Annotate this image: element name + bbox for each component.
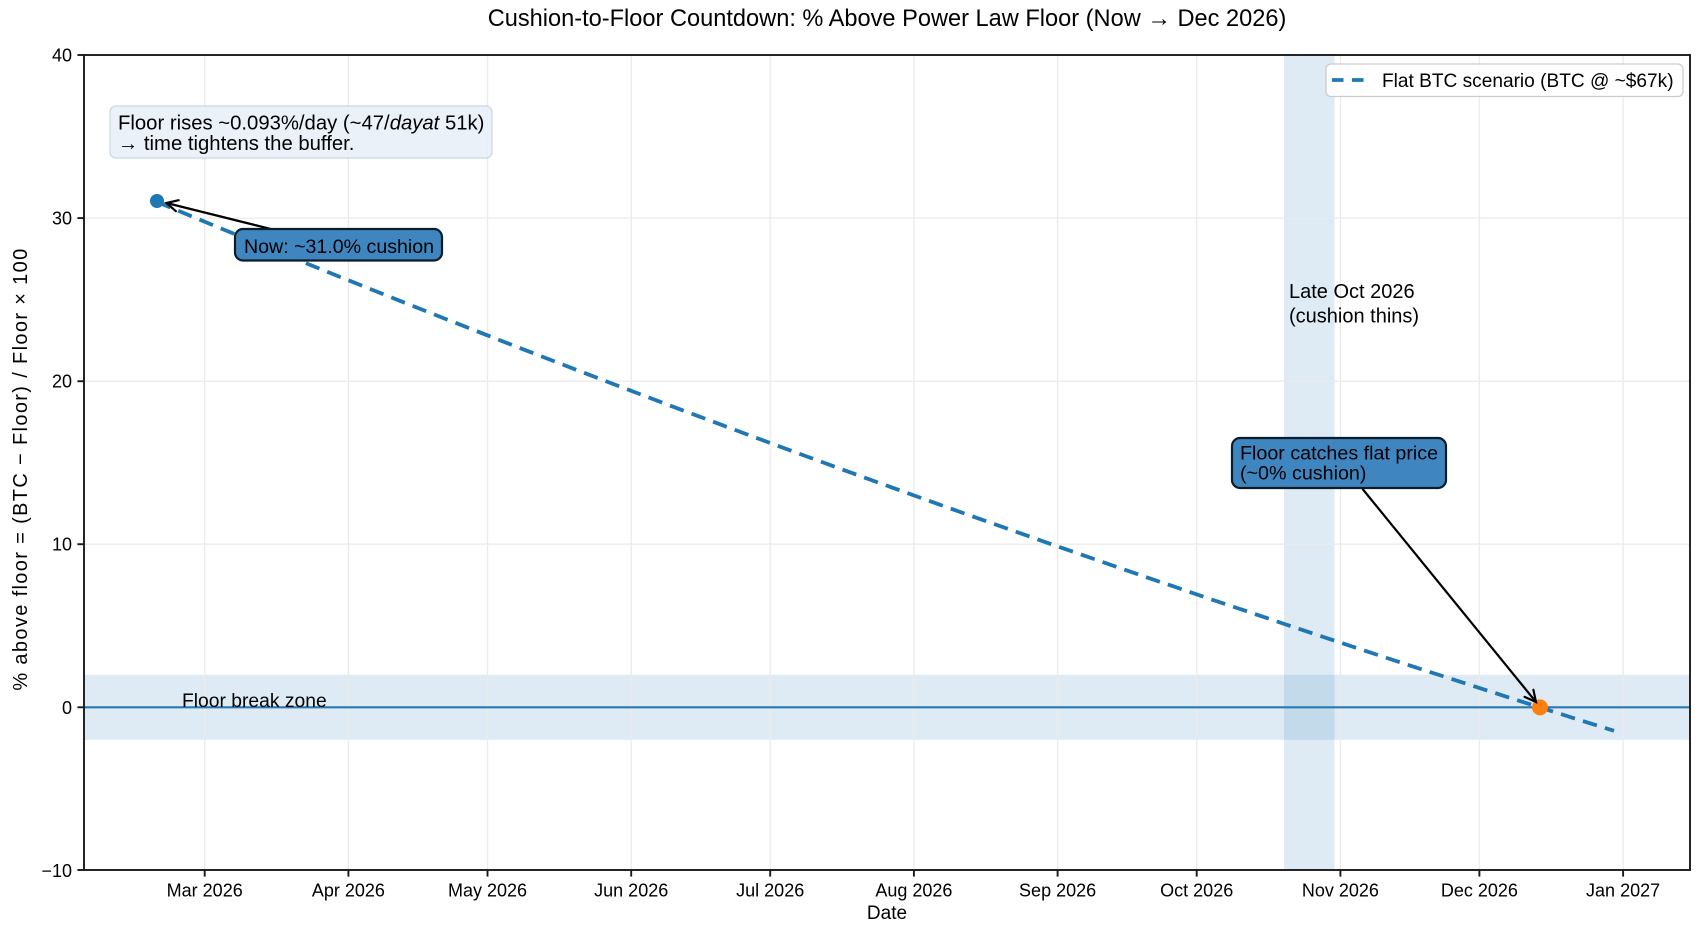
svg-text:Late Oct 2026: Late Oct 2026 [1289,281,1415,303]
svg-text:Floor catches flat price: Floor catches flat price [1240,443,1438,465]
svg-text:Floor break zone: Floor break zone [182,691,327,712]
svg-text:Aug 2026: Aug 2026 [875,881,952,901]
svg-text:Apr 2026: Apr 2026 [312,881,385,901]
svg-text:Jun 2026: Jun 2026 [594,881,668,901]
svg-text:(~0% cushion): (~0% cushion) [1240,463,1366,485]
svg-text:Sep 2026: Sep 2026 [1019,881,1096,901]
svg-text:Date: Date [867,903,907,924]
svg-text:Oct 2026: Oct 2026 [1160,881,1233,901]
svg-text:40: 40 [52,46,72,66]
svg-text:May 2026: May 2026 [448,881,527,901]
svg-text:% above floor = (BTC − Flo: % above floor = (BTC − Floor) / Floor × … [10,247,32,690]
svg-text:Dec 2026: Dec 2026 [1441,881,1518,901]
svg-text:20: 20 [52,372,72,392]
svg-text:Floor rises ~0.093%/day (~47/d: Floor rises ~0.093%/day (~47/dayat 51k) [118,113,484,135]
svg-text:Mar 2026: Mar 2026 [167,881,243,901]
svg-text:Jul 2026: Jul 2026 [736,881,804,901]
svg-text:−10: −10 [41,861,72,881]
svg-text:→ time tightens the buffer.: → time tightens the buffer. [118,133,354,155]
svg-text:0: 0 [62,698,72,718]
svg-text:(cushion thins): (cushion thins) [1289,306,1419,328]
svg-text:Cushion-to-Floor Countdown: %: Cushion-to-Floor Countdown: % Above Powe… [488,6,1287,32]
svg-text:10: 10 [52,535,72,555]
svg-text:Jan 2027: Jan 2027 [1586,881,1660,901]
svg-text:Now: ~31.0% cushion: Now: ~31.0% cushion [244,236,434,258]
svg-text:30: 30 [52,209,72,229]
svg-text:Flat BTC scenario (BTC @ ~$67k: Flat BTC scenario (BTC @ ~$67k) [1382,71,1674,92]
svg-text:Nov 2026: Nov 2026 [1302,881,1379,901]
